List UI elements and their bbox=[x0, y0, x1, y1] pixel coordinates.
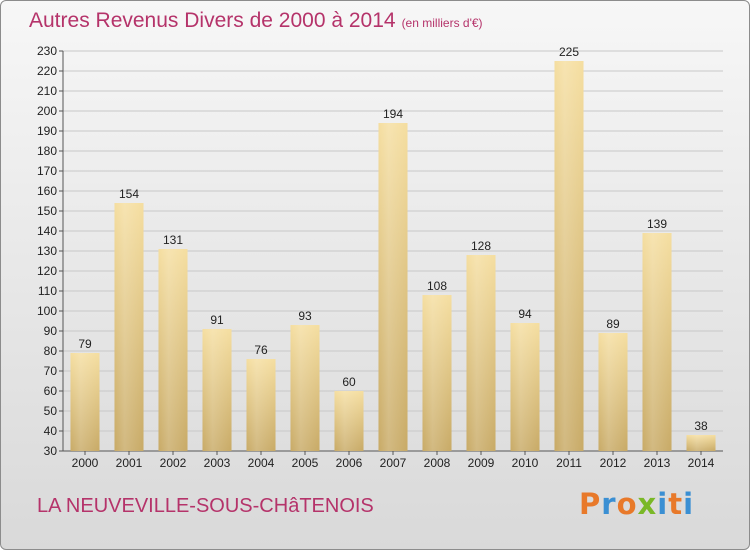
logo-letter: r bbox=[601, 487, 617, 521]
x-tick-label: 2006 bbox=[336, 456, 363, 470]
y-tick-label: 180 bbox=[37, 144, 57, 158]
bar-shine bbox=[114, 203, 144, 451]
x-tick-label: 2000 bbox=[72, 456, 99, 470]
x-tick-label: 2011 bbox=[556, 456, 582, 470]
bar-value-label: 38 bbox=[694, 419, 708, 433]
x-tick-label: 2009 bbox=[468, 456, 495, 470]
bar-shine bbox=[158, 249, 188, 451]
y-tick-label: 160 bbox=[37, 184, 57, 198]
y-tick-label: 30 bbox=[44, 444, 58, 458]
bar-shine bbox=[510, 323, 540, 451]
y-tick-label: 80 bbox=[44, 344, 58, 358]
y-tick-label: 60 bbox=[44, 384, 58, 398]
chart-title-text: Autres Revenus Divers de 2000 à 2014 bbox=[29, 9, 396, 32]
logo-letter: i bbox=[657, 487, 669, 521]
bar-value-label: 108 bbox=[427, 279, 447, 293]
proxiti-logo[interactable]: Proxiti bbox=[579, 487, 694, 521]
y-tick-label: 220 bbox=[37, 64, 57, 78]
bar-value-label: 76 bbox=[254, 343, 268, 357]
bar-shine bbox=[378, 123, 408, 451]
y-tick-label: 100 bbox=[37, 304, 57, 318]
x-tick-label: 2012 bbox=[600, 456, 627, 470]
y-tick-label: 210 bbox=[37, 84, 57, 98]
x-tick-label: 2014 bbox=[688, 456, 715, 470]
x-tick-label: 2007 bbox=[380, 456, 407, 470]
bar-value-label: 194 bbox=[383, 107, 403, 121]
bar-shine bbox=[202, 329, 232, 451]
bar-shine bbox=[554, 61, 584, 451]
x-tick-label: 2001 bbox=[116, 456, 143, 470]
labels: 79 154 131 91 76 93 60 194 108 128 94 225 89 139 38 bbox=[78, 45, 708, 433]
y-tick-label: 150 bbox=[37, 204, 57, 218]
bars bbox=[70, 61, 716, 451]
bar-shine bbox=[70, 353, 100, 451]
bar-shine bbox=[686, 435, 716, 451]
y-tick-label: 200 bbox=[37, 104, 57, 118]
bar-value-label: 93 bbox=[298, 309, 312, 323]
y-tick-label: 50 bbox=[44, 404, 58, 418]
y-tick-label: 170 bbox=[37, 164, 57, 178]
logo-letter: x bbox=[637, 487, 658, 521]
logo-letter: i bbox=[683, 487, 695, 521]
y-tick-label: 120 bbox=[37, 264, 57, 278]
x-tick-label: 2004 bbox=[248, 456, 275, 470]
bar-shine bbox=[466, 255, 496, 451]
x-tick-label: 2013 bbox=[644, 456, 671, 470]
bar-value-label: 131 bbox=[163, 233, 183, 247]
x-tick-label: 2003 bbox=[204, 456, 231, 470]
y-tick-label: 90 bbox=[44, 324, 58, 338]
bar-shine bbox=[334, 391, 364, 451]
bar-shine bbox=[422, 295, 452, 451]
x-tick-label: 2002 bbox=[160, 456, 187, 470]
bar-value-label: 60 bbox=[342, 375, 356, 389]
y-tick-label: 230 bbox=[37, 44, 57, 58]
y-tick-label: 190 bbox=[37, 124, 57, 138]
bar-value-label: 94 bbox=[518, 307, 532, 321]
bar-shine bbox=[290, 325, 320, 451]
bar-value-label: 139 bbox=[647, 217, 667, 231]
bar-value-label: 128 bbox=[471, 239, 491, 253]
logo-letter: t bbox=[668, 487, 684, 521]
bar-shine bbox=[598, 333, 628, 451]
y-tick-label: 140 bbox=[37, 224, 57, 238]
y-tick-label: 40 bbox=[44, 424, 58, 438]
bar-value-label: 89 bbox=[606, 317, 620, 331]
commune-name: LA NEUVEVILLE-SOUS-CHâTENOIS bbox=[37, 495, 374, 517]
chart-subtitle: (en milliers d'€) bbox=[401, 16, 483, 30]
bar-value-label: 91 bbox=[210, 313, 224, 327]
axes: 30 40 50 60 70 80 90 100 110 120 130 140 150 160 170 18… bbox=[37, 44, 723, 470]
y-tick-label: 130 bbox=[37, 244, 57, 258]
x-tick-label: 2005 bbox=[292, 456, 319, 470]
bar-shine bbox=[246, 359, 276, 451]
logo-letter: o bbox=[616, 487, 638, 521]
y-tick-label: 110 bbox=[38, 284, 57, 298]
bar-value-label: 79 bbox=[78, 337, 92, 351]
x-tick-label: 2010 bbox=[512, 456, 539, 470]
bar-value-label: 154 bbox=[119, 187, 139, 201]
bar-value-label: 225 bbox=[559, 45, 579, 59]
chart-title: Autres Revenus Divers de 2000 à 2014 (en … bbox=[29, 9, 483, 33]
x-tick-label: 2008 bbox=[424, 456, 451, 470]
logo-letter: P bbox=[579, 487, 602, 521]
bar-shine bbox=[642, 233, 672, 451]
y-tick-label: 70 bbox=[44, 364, 58, 378]
